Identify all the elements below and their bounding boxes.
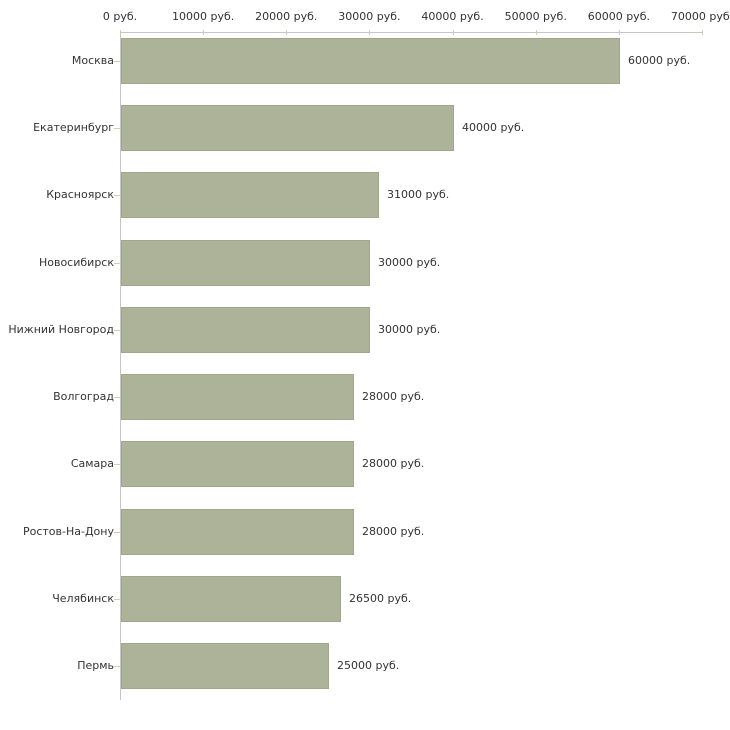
value-label: 28000 руб. [362,390,425,404]
x-tick-mark [369,30,371,35]
category-tick-mark [114,263,120,264]
y-axis-line [120,32,121,700]
category-label: Волгоград [53,390,114,404]
category-label: Ростов-На-Дону [22,524,114,538]
value-label: 31000 руб. [387,188,450,202]
category-label: Москва [71,53,114,67]
x-tick-label: 70000 руб. [670,10,730,23]
bar [121,441,354,487]
value-label: 30000 руб. [378,322,441,336]
value-label: 28000 руб. [362,524,425,538]
category-label: Челябинск [52,592,114,606]
value-label: 30000 руб. [378,255,441,269]
x-tick-label: 30000 руб. [338,10,401,23]
x-tick-mark [702,30,703,35]
category-tick-mark [114,128,120,129]
value-label: 28000 руб. [362,457,425,471]
category-tick-mark [114,195,120,196]
category-label: Самара [70,457,114,471]
bar [121,172,379,218]
category-label: Пермь [77,659,114,673]
bar [121,240,370,286]
x-tick-label: 60000 руб. [587,10,650,23]
x-tick-mark [452,30,454,35]
value-label: 25000 руб. [337,659,400,673]
x-tick-label: 10000 руб. [172,10,235,23]
category-tick-mark [114,532,120,533]
bar [121,307,370,353]
x-tick-mark [618,30,620,35]
category-tick-mark [114,599,120,600]
bar [121,105,454,151]
bar [121,38,620,84]
value-label: 26500 руб. [349,592,412,606]
x-tick-mark [120,30,121,35]
category-tick-mark [114,61,120,62]
category-label: Екатеринбург [33,120,114,134]
x-tick-label: 50000 руб. [504,10,567,23]
category-label: Нижний Новгород [8,322,114,336]
x-tick-label: 0 руб. [102,10,138,23]
x-tick-label: 20000 руб. [255,10,318,23]
category-tick-mark [114,666,120,667]
x-tick-mark [203,30,205,35]
bar [121,643,329,689]
value-label: 40000 руб. [462,120,525,134]
x-tick-mark [535,30,537,35]
x-tick-label: 40000 руб. [421,10,484,23]
value-label: 60000 руб. [628,53,691,67]
bar [121,509,354,555]
category-tick-mark [114,397,120,398]
bar [121,374,354,420]
category-label: Красноярск [46,188,114,202]
category-tick-mark [114,464,120,465]
category-label: Новосибирск [38,255,114,269]
x-tick-mark [286,30,288,35]
x-axis-line [120,32,702,33]
bar [121,576,341,622]
category-tick-mark [114,330,120,331]
